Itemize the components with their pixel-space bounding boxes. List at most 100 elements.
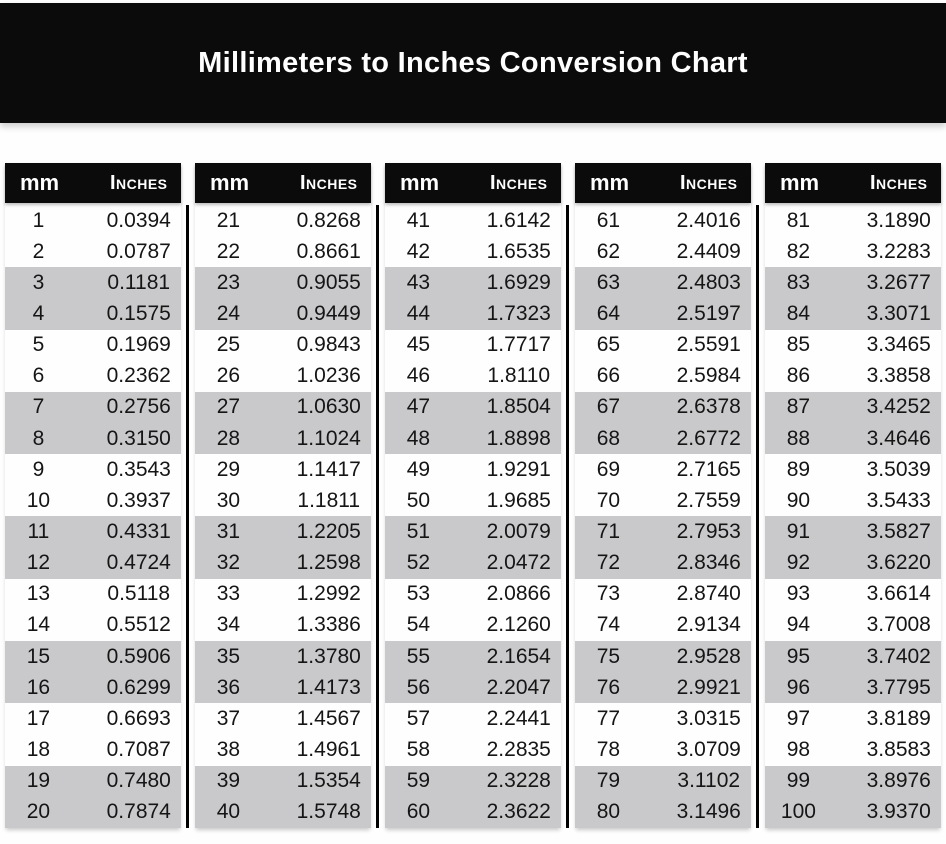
table-row: 97 3.8189 (765, 703, 941, 734)
inches-value: 3.5827 (866, 519, 931, 543)
mm-value: 26 (216, 364, 241, 388)
table-row: 13 0.5118 (5, 579, 181, 610)
mm-value: 72 (596, 551, 621, 575)
inches-value: 2.5197 (676, 301, 741, 325)
mm-value: 20 (26, 800, 51, 824)
table-row: 96 3.7795 (765, 672, 941, 704)
table-row: 80 3.1496 (575, 796, 751, 828)
mm-value: 6 (32, 364, 45, 388)
table-row: 55 2.1654 (385, 640, 561, 673)
mm-value: 39 (216, 769, 241, 793)
table-row: 52 2.0472 (385, 547, 561, 579)
inches-header-label: Inches (869, 171, 928, 194)
table-row: 82 3.2283 (765, 236, 941, 267)
mm-value: 41 (406, 208, 431, 232)
mm-value: 28 (216, 426, 241, 450)
mm-value: 36 (216, 675, 241, 699)
inches-value: 3.0709 (676, 737, 741, 761)
mm-value: 80 (596, 800, 621, 824)
table-row: 91 3.5827 (765, 516, 941, 548)
inches-value: 3.3858 (866, 364, 931, 388)
inches-value: 1.1417 (296, 457, 361, 481)
inches-value: 1.4567 (296, 706, 361, 730)
mm-value: 85 (786, 333, 811, 357)
table-row: 12 0.4724 (5, 547, 181, 579)
table-row: 43 1.6929 (385, 267, 561, 299)
mm-value: 93 (786, 582, 811, 606)
table-row: 22 0.8661 (195, 236, 371, 267)
inches-value: 1.6535 (486, 239, 551, 263)
table-row: 57 2.2441 (385, 703, 561, 734)
mm-value: 56 (406, 675, 431, 699)
inches-value: 2.0472 (486, 551, 551, 575)
table-row: 100 3.9370 (765, 796, 941, 828)
table-row: 26 1.0236 (195, 361, 371, 392)
mm-value: 58 (406, 737, 431, 761)
table-row: 6 0.2362 (5, 361, 181, 392)
conversion-column-group: mm Inches 81 3.1890 82 3.2283 83 3.2677 84 3.3071… (756, 163, 941, 828)
mm-value: 45 (406, 333, 431, 357)
table-row: 25 0.9843 (195, 330, 371, 361)
mm-value: 50 (406, 488, 431, 512)
table-row: 3 0.1181 (5, 267, 181, 299)
table-row: 90 3.5433 (765, 485, 941, 516)
inches-value: 1.3386 (296, 613, 361, 637)
table-row: 47 1.8504 (385, 391, 561, 423)
table-row: 56 2.2047 (385, 672, 561, 704)
mm-value: 32 (216, 551, 241, 575)
mm-value: 47 (406, 395, 431, 419)
table-row: 10 0.3937 (5, 485, 181, 516)
inches-value: 0.1969 (106, 333, 171, 357)
inches-value: 1.5354 (296, 769, 361, 793)
inches-value: 0.8661 (296, 239, 361, 263)
inches-value: 3.2677 (866, 270, 931, 294)
inches-value: 1.2205 (296, 519, 361, 543)
mm-value: 74 (596, 613, 621, 637)
mm-value: 55 (406, 644, 431, 668)
mm-value: 95 (786, 644, 811, 668)
table-row: 83 3.2677 (765, 267, 941, 299)
inches-value: 0.9843 (296, 333, 361, 357)
mm-value: 73 (596, 582, 621, 606)
inches-value: 0.0394 (106, 208, 171, 232)
table-row: 48 1.8898 (385, 422, 561, 455)
table-row: 29 1.1417 (195, 454, 371, 485)
inches-value: 3.7795 (866, 675, 931, 699)
mm-value: 71 (596, 519, 621, 543)
inches-value: 1.2598 (296, 551, 361, 575)
table-row: 59 2.3228 (385, 765, 561, 797)
inches-value: 2.4409 (676, 239, 741, 263)
inches-value: 2.1260 (486, 613, 551, 637)
inches-value: 2.9134 (676, 613, 741, 637)
inches-value: 2.0866 (486, 582, 551, 606)
table-row: 74 2.9134 (575, 610, 751, 641)
table-row: 15 0.5906 (5, 640, 181, 673)
mm-value: 9 (32, 457, 45, 481)
mm-value: 62 (596, 239, 621, 263)
mm-value: 22 (216, 239, 241, 263)
inches-value: 0.3543 (106, 457, 171, 481)
mm-value: 51 (406, 519, 431, 543)
title-bar: Millimeters to Inches Conversion Chart (0, 3, 946, 123)
mm-value: 78 (596, 737, 621, 761)
mm-value: 91 (786, 519, 811, 543)
table-row: 87 3.4252 (765, 391, 941, 423)
mm-value: 64 (596, 301, 621, 325)
mm-value: 81 (786, 208, 811, 232)
table-row: 72 2.8346 (575, 547, 751, 579)
mm-value: 96 (786, 675, 811, 699)
inches-value: 2.2835 (486, 737, 551, 761)
mm-value: 25 (216, 333, 241, 357)
table-row: 95 3.7402 (765, 640, 941, 673)
conversion-column-group: mm Inches 1 0.0394 2 0.0787 3 0.1181 4 0.1575 5 0.1… (5, 163, 181, 828)
inches-value: 1.8898 (486, 426, 551, 450)
table-row: 62 2.4409 (575, 236, 751, 267)
table-row: 94 3.7008 (765, 610, 941, 641)
inches-value: 1.7717 (486, 333, 551, 357)
table-row: 92 3.6220 (765, 547, 941, 579)
column-header: mm Inches (385, 163, 561, 203)
mm-value: 90 (786, 488, 811, 512)
mm-value: 46 (406, 364, 431, 388)
mm-value: 60 (406, 800, 431, 824)
inches-value: 2.5591 (676, 333, 741, 357)
